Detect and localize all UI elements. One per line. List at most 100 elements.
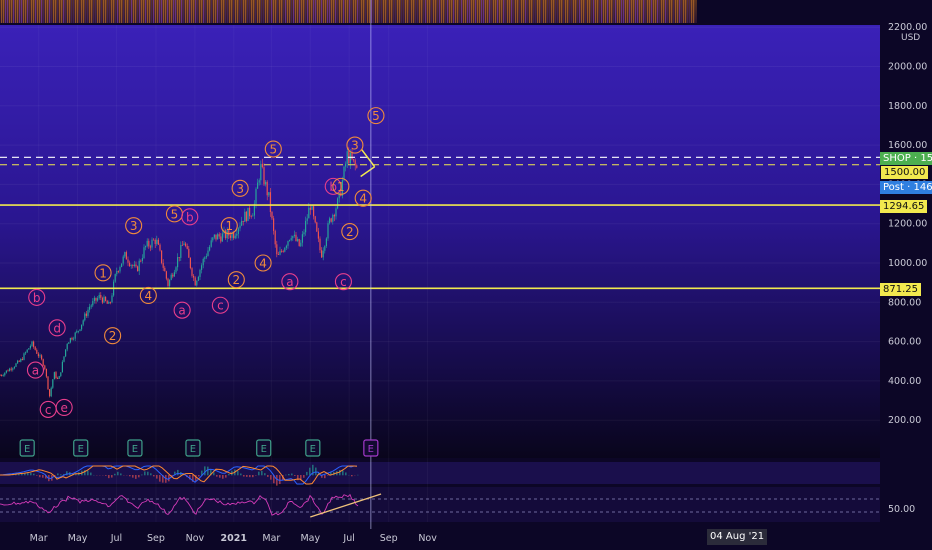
- candle: [245, 210, 247, 223]
- candle: [74, 331, 76, 341]
- volume-strip-bar: [667, 0, 669, 23]
- candle-body: [301, 234, 303, 243]
- candle-body: [109, 302, 111, 303]
- volume-strip-bar: [111, 0, 113, 23]
- volume-strip-bar: [31, 0, 33, 23]
- volume-strip-bar: [483, 0, 485, 23]
- earnings-marker: E: [305, 439, 321, 457]
- candle: [277, 251, 279, 256]
- level-label-871: 871.25: [880, 283, 921, 296]
- candle: [151, 237, 153, 250]
- volume-strip-bar: [87, 0, 89, 23]
- candle: [5, 370, 7, 374]
- volume-strip-bar: [403, 0, 405, 23]
- candle-body: [186, 245, 188, 249]
- candle: [2, 373, 4, 377]
- symbol-label: SHOP: [883, 153, 911, 164]
- volume-strip-bar: [439, 0, 441, 23]
- volume-strip-bar: [359, 0, 361, 23]
- volume-strip-bar: [63, 0, 65, 23]
- candle-body: [58, 376, 60, 379]
- volume-strip-bar: [259, 0, 261, 23]
- candle-body: [161, 250, 163, 263]
- candle-body: [188, 248, 190, 258]
- candle: [189, 257, 191, 270]
- x-tick-label: Mar: [30, 533, 48, 544]
- candle-body: [119, 267, 121, 272]
- volume-strip-bar: [79, 0, 81, 23]
- macd-histogram-bar: [243, 475, 245, 477]
- candle-body: [306, 218, 308, 221]
- volume-strip-bar: [383, 0, 385, 23]
- candle: [84, 312, 86, 322]
- candle-body: [311, 206, 313, 210]
- candle: [257, 178, 259, 189]
- volume-strip-bar: [609, 0, 611, 23]
- candle: [212, 237, 214, 243]
- macd-histogram-bar: [105, 475, 107, 476]
- macd-histogram-bar: [147, 471, 149, 476]
- macd-histogram-bar: [114, 473, 116, 476]
- candle: [249, 205, 251, 220]
- candle: [15, 362, 17, 368]
- candle: [23, 352, 25, 361]
- macd-histogram-bar: [279, 475, 281, 485]
- candle: [61, 360, 63, 373]
- wave-label-text: 2: [346, 225, 354, 239]
- volume-strip-bar: [191, 0, 193, 23]
- macd-histogram-bar: [168, 475, 170, 482]
- candle-body: [205, 256, 207, 258]
- volume-strip-bar: [103, 0, 105, 23]
- volume-strip-bar: [341, 0, 343, 23]
- level-label-1500: 1500.00: [881, 166, 929, 179]
- volume-strip-bar: [27, 0, 29, 23]
- volume-strip-bar: [511, 0, 513, 23]
- candle: [252, 213, 254, 217]
- volume-strip-bar: [421, 0, 423, 23]
- candle: [202, 257, 204, 269]
- volume-strip-bar: [639, 0, 641, 23]
- candle-body: [10, 368, 12, 370]
- macd-histogram-bar: [63, 473, 65, 476]
- candle: [175, 266, 177, 274]
- candle: [253, 200, 255, 220]
- volume-strip-bar: [125, 0, 127, 23]
- volume-strip-bar: [657, 0, 659, 23]
- candle-body: [55, 372, 57, 379]
- volume-strip-bar: [539, 0, 541, 23]
- volume-strip-bar: [315, 0, 317, 23]
- last-price-value: 1538.03: [920, 153, 932, 164]
- wave-label-1: 1: [220, 217, 238, 235]
- candle-body: [319, 238, 321, 251]
- macd-histogram-bar: [267, 475, 269, 477]
- volume-strip-bar: [599, 0, 601, 23]
- candle-body: [93, 297, 95, 301]
- candle: [306, 214, 308, 225]
- volume-strip-bar: [641, 0, 643, 23]
- candle-body: [141, 257, 143, 261]
- volume-strip-bar: [581, 0, 583, 23]
- candle-body: [159, 244, 161, 251]
- volume-strip-bar: [9, 0, 11, 23]
- wave-label-c: c: [211, 296, 229, 314]
- candle-body: [79, 329, 81, 331]
- volume-strip-bar: [183, 0, 185, 23]
- macd-histogram-bar: [156, 475, 158, 479]
- candle-body: [57, 378, 59, 379]
- volume-strip-bar: [243, 0, 245, 23]
- volume-strip-bar: [197, 0, 199, 23]
- macd-histogram-bar: [165, 475, 167, 483]
- volume-strip-bar: [533, 0, 535, 23]
- candle-body: [210, 240, 212, 247]
- candle-body: [265, 181, 267, 185]
- candle-body: [20, 358, 22, 362]
- volume-strip-bar: [677, 0, 679, 23]
- volume-strip-bar: [179, 0, 181, 23]
- y-tick-label: 1600.00: [888, 140, 927, 151]
- volume-strip-bar: [201, 0, 203, 23]
- candle: [301, 231, 303, 247]
- candle-body: [332, 214, 334, 222]
- candle-body: [213, 234, 215, 238]
